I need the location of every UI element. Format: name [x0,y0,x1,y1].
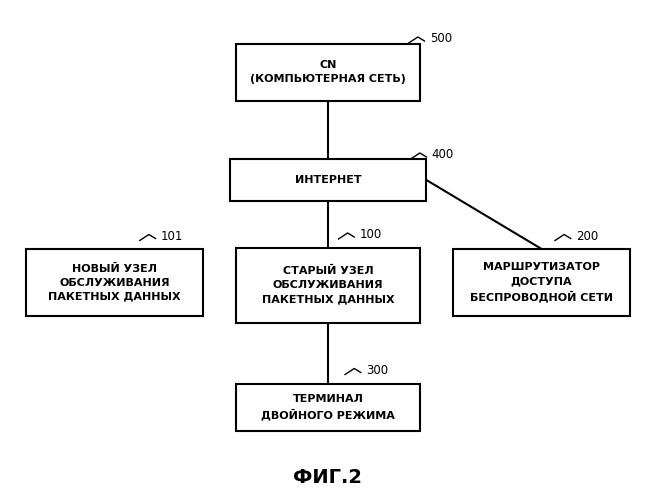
Text: CN
(КОМПЬЮТЕРНАЯ СЕТЬ): CN (КОМПЬЮТЕРНАЯ СЕТЬ) [250,60,406,84]
Text: ИНТЕРНЕТ: ИНТЕРНЕТ [295,175,361,185]
Bar [236,384,420,431]
Text: 100: 100 [359,228,382,241]
Bar [236,248,420,322]
Text: 500: 500 [430,32,452,45]
Text: ТЕРМИНАЛ
ДВОЙНОГО РЕЖИМА: ТЕРМИНАЛ ДВОЙНОГО РЕЖИМА [261,394,395,421]
Text: 400: 400 [432,148,454,161]
Text: 101: 101 [161,230,183,242]
Text: 300: 300 [366,364,388,376]
Text: МАРШРУТИЗАТОР
ДОСТУПА
БЕСПРОВОДНОЙ СЕТИ: МАРШРУТИЗАТОР ДОСТУПА БЕСПРОВОДНОЙ СЕТИ [470,262,613,303]
Bar [453,249,630,316]
Bar [26,249,203,316]
Text: 200: 200 [576,230,598,242]
Text: НОВЫЙ УЗЕЛ
ОБСЛУЖИВАНИЯ
ПАКЕТНЫХ ДАННЫХ: НОВЫЙ УЗЕЛ ОБСЛУЖИВАНИЯ ПАКЕТНЫХ ДАННЫХ [49,264,181,302]
Bar [236,44,420,101]
Bar [230,159,426,201]
Text: ФИГ.2: ФИГ.2 [293,468,363,487]
Text: СТАРЫЙ УЗЕЛ
ОБСЛУЖИВАНИЯ
ПАКЕТНЫХ ДАННЫХ: СТАРЫЙ УЗЕЛ ОБСЛУЖИВАНИЯ ПАКЕТНЫХ ДАННЫХ [262,266,394,304]
